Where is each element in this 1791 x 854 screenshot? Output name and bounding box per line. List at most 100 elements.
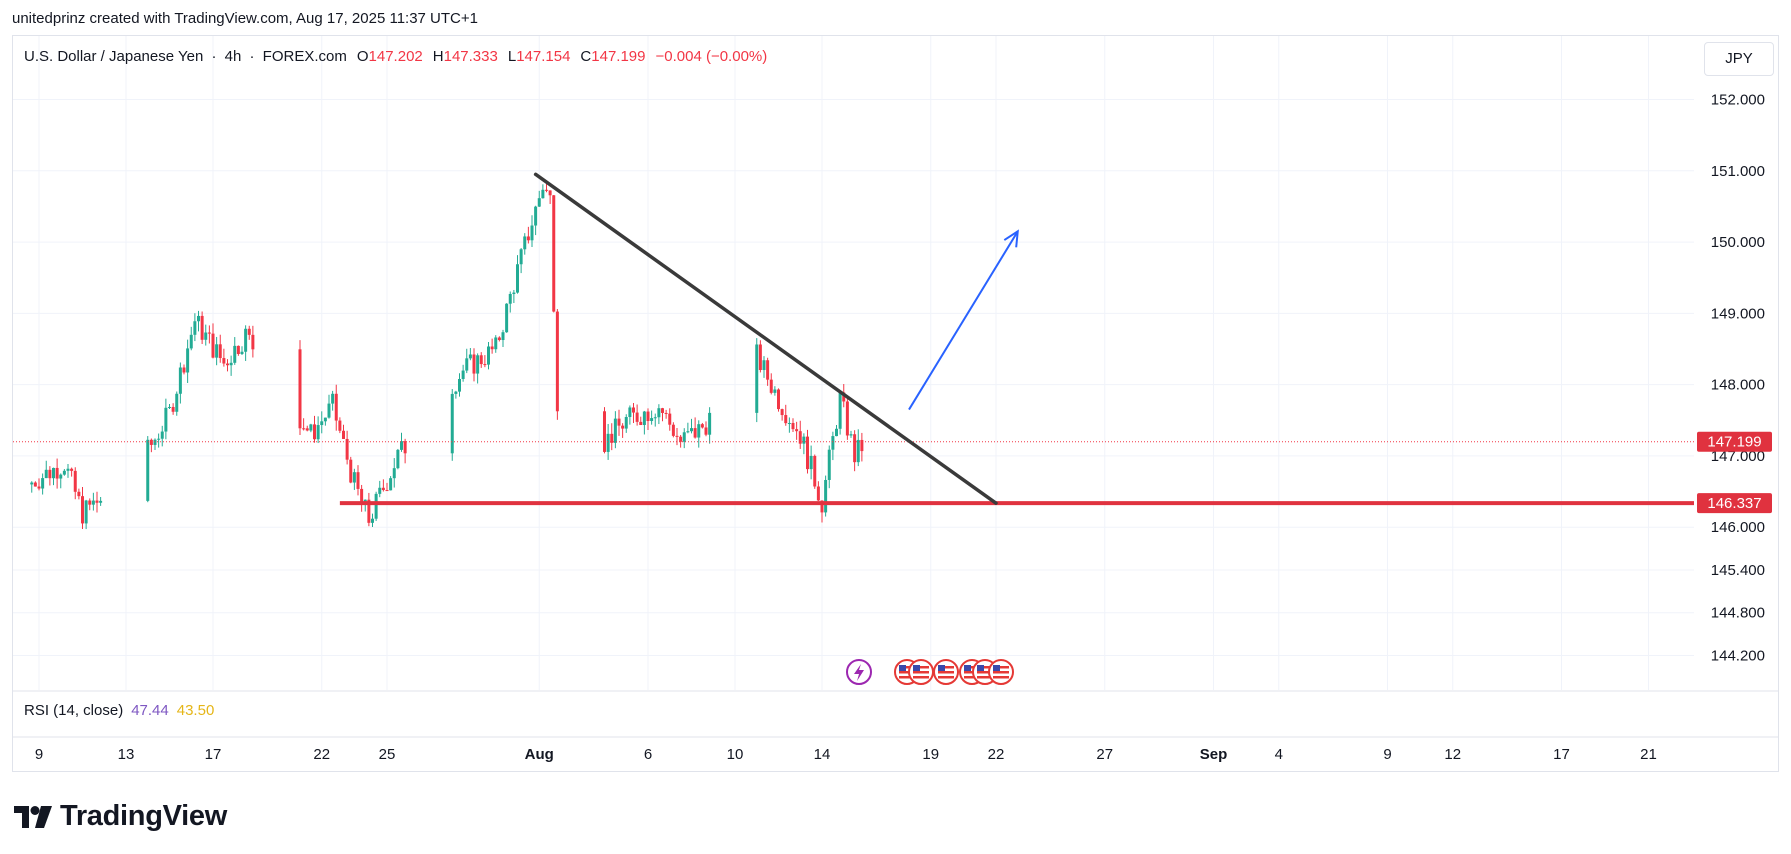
price-tick-label: 144.800 (1711, 605, 1765, 622)
time-tick-label: 22 (988, 746, 1005, 763)
flag-stripe (993, 671, 1009, 674)
flag-stripe (913, 666, 929, 669)
candle-body (621, 425, 625, 429)
candle-body (545, 189, 548, 191)
flag-canton (899, 665, 906, 671)
time-tick-label: 17 (1553, 746, 1570, 763)
time-tick-label: 27 (1096, 746, 1113, 763)
candle-body (59, 474, 63, 479)
candle-body (704, 427, 708, 435)
candle-body (632, 407, 635, 413)
candle-body (541, 189, 545, 199)
candle-body (853, 434, 857, 463)
candle-body (236, 345, 240, 354)
chart-grid (13, 36, 1778, 738)
candle-body (175, 393, 179, 412)
time-tick-label: 21 (1640, 746, 1657, 763)
time-tick-label: 9 (35, 746, 43, 763)
flag-stripe (899, 671, 915, 674)
candle-body (157, 438, 161, 440)
symbol-interval: 4h (224, 48, 242, 65)
candles (30, 183, 864, 530)
candle-body (526, 236, 530, 241)
price-tick-label: 152.000 (1711, 92, 1765, 109)
flag-stripe (899, 666, 915, 669)
candle-body (472, 354, 476, 374)
candle-body (762, 360, 766, 371)
lightning-glyph (854, 664, 864, 681)
symbol-source: FOREX.com (262, 48, 347, 65)
candle-body (787, 422, 791, 424)
candle-body (816, 486, 820, 501)
candle-body (708, 412, 712, 435)
tradingview-brand[interactable]: TradingView (14, 800, 227, 833)
candle-body (200, 315, 204, 340)
descending-trendline (533, 172, 998, 505)
candle-body (849, 434, 853, 436)
price-axis-label: 147.199 (1707, 434, 1761, 451)
candle-body (613, 418, 617, 443)
flag-canton (964, 665, 971, 671)
close-label: C (580, 48, 592, 65)
candle-body (52, 467, 55, 479)
candle-body (479, 355, 483, 365)
candle-body (222, 358, 226, 364)
symbol-name[interactable]: U.S. Dollar / Japanese Yen (24, 48, 204, 65)
candle-body (603, 411, 606, 452)
price-tick-label: 148.000 (1711, 377, 1765, 394)
candle-body (323, 417, 327, 422)
candle-body (653, 417, 657, 419)
flag-stripe (899, 676, 915, 679)
candle-body (309, 424, 313, 431)
candle-body (856, 439, 860, 463)
symbol-legend[interactable]: U.S. Dollar / Japanese Yen · 4h · FOREX.… (24, 48, 768, 65)
time-tick-label: Sep (1200, 746, 1228, 763)
rsi-ma-value: 43.50 (176, 702, 215, 719)
candle-body (755, 344, 759, 413)
high-value: 147.333 (443, 48, 498, 65)
time-tick-label: 25 (379, 746, 396, 763)
candle-body (55, 467, 59, 479)
candle-body (168, 406, 171, 408)
currency-button[interactable]: JPY (1704, 42, 1774, 76)
candle-body (646, 411, 650, 422)
candle-body (400, 441, 403, 450)
candle-body (534, 206, 538, 226)
candle-body (642, 411, 646, 425)
candle-body (497, 337, 501, 341)
candle-body (320, 421, 324, 426)
candle-body (820, 500, 824, 513)
candle-body (758, 344, 762, 371)
candle-body (505, 303, 509, 333)
price-axis: 152.000 151.000 150.000 149.000 148.000 147.0… (1697, 92, 1772, 665)
candle-body (838, 392, 842, 429)
candle-body (48, 469, 52, 479)
candle-body (37, 486, 41, 489)
chart-attribution: unitedprinz created with TradingView.com… (12, 10, 478, 27)
candle-body (171, 406, 175, 412)
candle-body (305, 428, 309, 431)
candle-body (690, 428, 693, 432)
brand-name: TradingView (60, 800, 227, 832)
candle-body (769, 379, 773, 393)
price-tick-label: 146.000 (1711, 519, 1765, 536)
candle-body (508, 293, 512, 304)
candle-body (827, 449, 831, 480)
candle-body (389, 478, 393, 491)
flag-stripe (964, 676, 980, 679)
candle-body (197, 315, 200, 322)
candle-body (218, 344, 222, 359)
candle-body (345, 438, 349, 460)
candle-body (487, 346, 490, 365)
rsi-label[interactable]: RSI (14, close) (24, 702, 124, 719)
flag-canton (913, 665, 920, 671)
candle-body (392, 468, 396, 479)
rsi-legend[interactable]: RSI (14, close) 47.44 43.50 (24, 702, 214, 719)
candle-body (617, 418, 621, 426)
candle-body (784, 415, 788, 424)
low-label: L (507, 48, 517, 65)
candle-body (548, 190, 552, 196)
candle-body (84, 500, 88, 524)
candle-body (313, 424, 316, 440)
